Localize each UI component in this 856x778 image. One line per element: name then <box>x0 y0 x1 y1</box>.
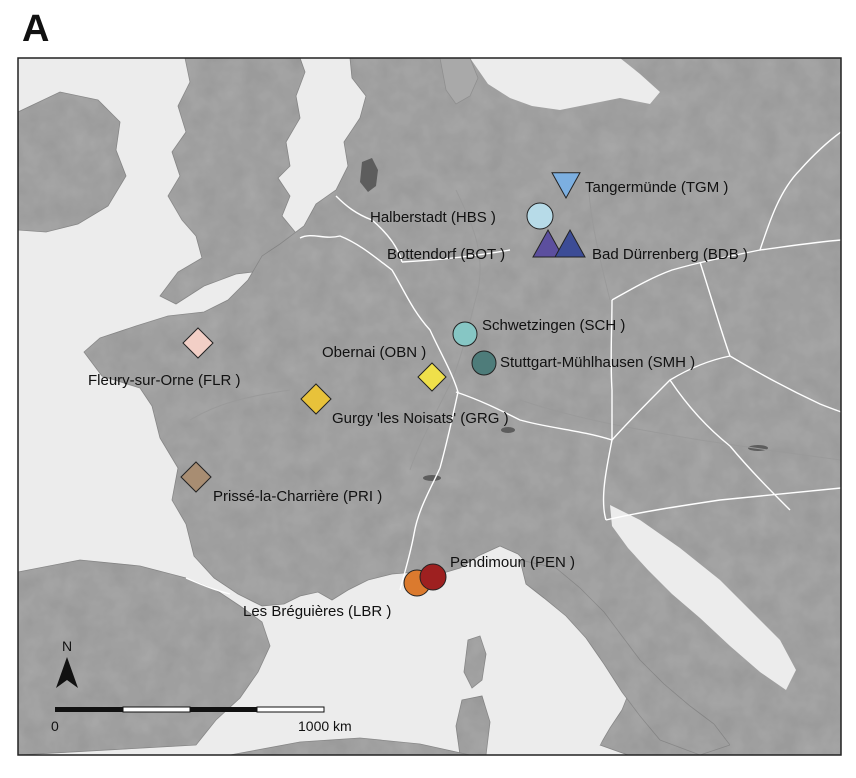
label-pendimoun: Pendimoun (PEN ) <box>450 554 575 571</box>
land-iberia <box>18 559 271 755</box>
label-fleury-sur-orne: Fleury-sur-Orne (FLR ) <box>88 372 241 389</box>
panel-label: A <box>22 8 50 50</box>
scale-start-label: 0 <box>51 718 59 734</box>
marker-obernai[interactable] <box>417 362 447 392</box>
label-gurgy: Gurgy 'les Noisats' (GRG ) <box>332 410 509 427</box>
sea-adriatic <box>610 505 796 690</box>
label-les-breguieres: Les Bréguières (LBR ) <box>243 603 391 620</box>
north-arrow-icon <box>56 657 78 688</box>
land-denmark <box>439 58 479 105</box>
lake-constance <box>501 427 515 433</box>
landmass <box>18 58 841 755</box>
marker-pendimoun[interactable] <box>419 563 447 591</box>
scale-bar: 0 1000 km <box>51 706 352 734</box>
marker-bottendorf[interactable] <box>532 228 564 258</box>
marker-prisse[interactable] <box>180 461 212 493</box>
lake-geneva <box>423 475 441 481</box>
ijsselmeer <box>360 158 378 192</box>
rivers <box>189 179 841 471</box>
label-tangermunde: Tangermünde (TGM ) <box>585 179 728 196</box>
scale-segment-4 <box>256 706 325 713</box>
marker-gurgy[interactable] <box>300 383 332 415</box>
label-schwetzingen: Schwetzingen (SCH ) <box>482 317 625 334</box>
land-great-britain <box>159 58 306 305</box>
marker-halberstadt[interactable] <box>526 202 554 230</box>
land-ireland <box>18 91 127 233</box>
label-prisse: Prissé-la-Charrière (PRI ) <box>213 488 382 505</box>
marker-tangermunde[interactable] <box>551 172 581 200</box>
label-bottendorf: Bottendorf (BOT ) <box>387 246 505 263</box>
site-labels: Tangermünde (TGM ) Halberstadt (HBS ) Bo… <box>88 179 748 620</box>
land-sardinia <box>455 695 491 755</box>
marker-bad-durrenberg[interactable] <box>554 228 586 258</box>
north-label: N <box>62 638 72 654</box>
marker-schwetzingen[interactable] <box>452 321 478 347</box>
land-corsica <box>463 635 487 689</box>
land-italy <box>519 559 731 755</box>
north-arrow: N <box>56 638 78 688</box>
land-north-africa <box>229 737 471 755</box>
sea-tyrrhenian <box>490 604 616 755</box>
sea-baltic <box>470 58 660 110</box>
map-frame <box>17 57 842 756</box>
scale-segment-2 <box>122 706 191 713</box>
country-borders <box>185 131 841 595</box>
label-bad-durrenberg: Bad Dürrenberg (BDB ) <box>592 246 748 263</box>
scale-segment-1 <box>55 707 123 712</box>
marker-stuttgart-muhlhausen[interactable] <box>471 350 497 376</box>
scale-segment-3 <box>190 707 257 712</box>
site-markers <box>180 172 586 597</box>
scale-end-label: 1000 km <box>298 718 352 734</box>
label-obernai: Obernai (OBN ) <box>322 344 426 361</box>
marker-fleury-sur-orne[interactable] <box>182 327 214 359</box>
label-stuttgart-muhlhausen: Stuttgart-Mühlhausen (SMH ) <box>500 354 695 371</box>
map-base <box>18 58 841 755</box>
label-halberstadt: Halberstadt (HBS ) <box>370 209 496 226</box>
